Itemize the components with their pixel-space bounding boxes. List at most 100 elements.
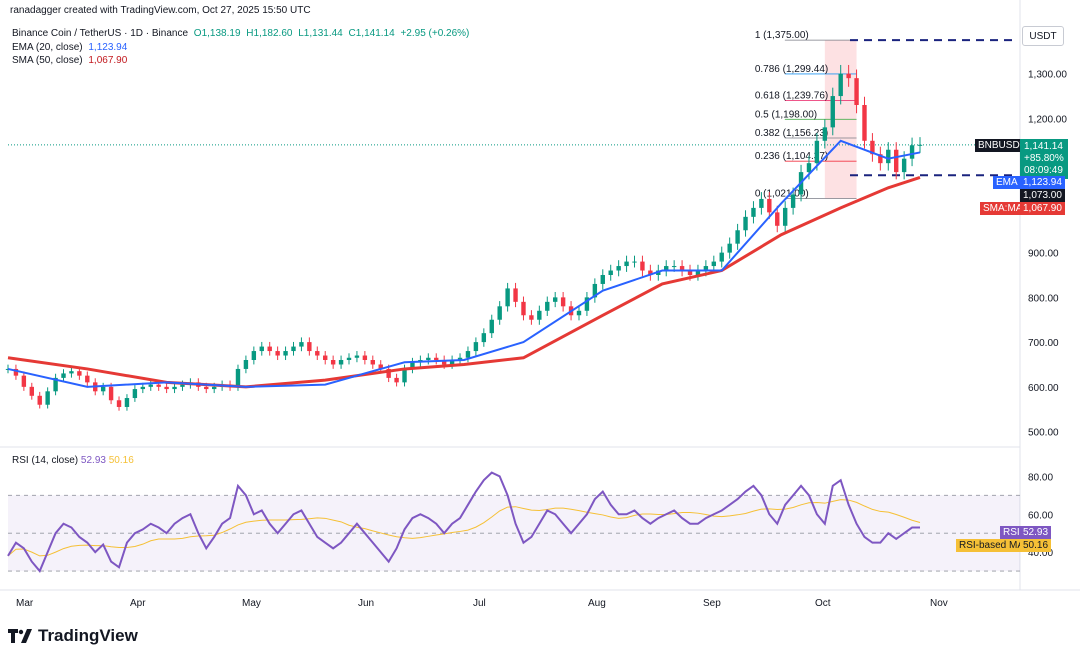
candle-body: [592, 283, 598, 298]
candle-body: [830, 96, 835, 128]
candle-body: [251, 351, 257, 360]
candle-body: [148, 384, 153, 387]
candle-body: [664, 266, 669, 271]
fib-label: 0.786 (1,299.44): [755, 64, 828, 75]
candle-body: [909, 145, 915, 159]
rsi-ma-value: 50.16: [108, 455, 134, 466]
candle-body: [69, 371, 74, 374]
price-tick-label: 500.00: [1028, 428, 1059, 439]
candle-body: [767, 198, 772, 213]
time-tick-label: Jul: [473, 598, 486, 609]
price-tick-label: 1,300.00: [1028, 70, 1067, 81]
time-tick-label: Oct: [815, 598, 831, 609]
candle-body: [727, 243, 732, 253]
candle-body: [180, 384, 185, 387]
rsi-legend[interactable]: RSI (14, close) 52.93 50.16: [12, 455, 134, 466]
candle-body: [814, 140, 820, 164]
candle-body: [743, 216, 748, 231]
candle-body: [537, 310, 542, 320]
author-line: ranadagger created with TradingView.com,…: [10, 5, 311, 16]
candle-body: [116, 400, 122, 407]
price-tick-label: 1,200.00: [1028, 114, 1067, 125]
fib-label: 0 (1,021.00): [755, 189, 809, 200]
candle-body: [648, 270, 653, 275]
candle-body: [497, 306, 502, 320]
rsi-tick-label: 60.00: [1028, 510, 1053, 521]
currency-button[interactable]: USDT: [1022, 26, 1064, 46]
ema-legend[interactable]: EMA (20, close) 1,123.94: [12, 42, 130, 53]
candle-body: [29, 386, 34, 396]
time-tick-label: Sep: [703, 598, 721, 609]
candle-body: [616, 266, 621, 271]
rsi-tick-label: 40.00: [1028, 548, 1053, 559]
fib-label: 0.236 (1,104.37): [755, 151, 828, 162]
rsi-line: [7, 471, 920, 573]
candle-body: [434, 357, 439, 360]
candle-body: [346, 357, 352, 360]
candle-body: [679, 266, 685, 271]
candle-body: [53, 377, 58, 392]
candle-body: [243, 360, 249, 369]
open-value: O1,138.19: [193, 28, 241, 39]
candle-body: [584, 297, 590, 311]
candle-body: [100, 386, 106, 392]
candle-body: [513, 288, 518, 302]
candle-body: [410, 362, 415, 369]
price-tick-label: 800.00: [1028, 293, 1059, 304]
candle-body: [886, 149, 891, 164]
candle-body: [521, 301, 526, 316]
rsi-price-tag: 52.93: [1020, 526, 1052, 539]
price-tick-label: 700.00: [1028, 338, 1059, 349]
high-value: H1,182.60: [246, 28, 293, 39]
ema-tag: EMA: [993, 176, 1021, 189]
candle-body: [13, 368, 19, 376]
candle-body: [378, 364, 383, 369]
fib-label: 0.382 (1,156.23): [755, 128, 828, 139]
candle-body: [687, 270, 693, 275]
candle-body: [624, 261, 629, 267]
last-price-tag: 1,141.14 +85.80% 08:09:49: [1020, 139, 1068, 179]
sma-legend[interactable]: SMA (50, close) 1,067.90: [12, 55, 130, 66]
candle-body: [505, 288, 510, 307]
candle-body: [211, 386, 217, 390]
candle-body: [275, 351, 280, 356]
rsi-tag: RSI: [1000, 526, 1023, 539]
candle-body: [426, 357, 431, 360]
candle-body: [790, 194, 796, 208]
candle-body: [61, 373, 66, 378]
candle-body: [283, 351, 288, 356]
candle-body: [553, 297, 558, 302]
close-value: C1,141.14: [348, 28, 395, 39]
candle-body: [608, 270, 613, 275]
candle-body: [545, 301, 550, 311]
rsi-ma-price-tag: 50.16: [1020, 539, 1052, 552]
candle-body: [759, 198, 764, 208]
sma-price-tag: 1,067.90: [1020, 202, 1065, 215]
candle-body: [870, 140, 875, 155]
candle-body: [394, 377, 399, 383]
support-price-tag: 1,073.00: [1020, 189, 1065, 202]
candle-body: [291, 346, 296, 352]
candle-body: [402, 368, 407, 383]
candle-body: [894, 149, 899, 173]
candle-body: [124, 398, 130, 407]
candle-body: [806, 163, 812, 173]
candle-body: [362, 355, 368, 360]
ema20-line: [7, 139, 921, 388]
price-tick-label: 600.00: [1028, 383, 1059, 394]
symbol-name: Binance Coin / TetherUS · 1D · Binance: [12, 28, 189, 39]
candle-body: [917, 144, 923, 146]
candle-body: [85, 375, 90, 383]
rsi-tick-label: 80.00: [1028, 472, 1053, 483]
fib-label: 0.618 (1,239.76): [755, 91, 828, 102]
logo-text: TradingView: [38, 626, 138, 645]
candle-body: [862, 105, 867, 141]
ema-value: 1,123.94: [88, 42, 128, 53]
candle-body: [441, 360, 447, 365]
candle-body: [473, 342, 479, 352]
candle-body: [671, 266, 677, 268]
sma-label: SMA (50, close): [12, 55, 83, 66]
candle-body: [854, 78, 859, 105]
rsi-value: 52.93: [80, 455, 106, 466]
